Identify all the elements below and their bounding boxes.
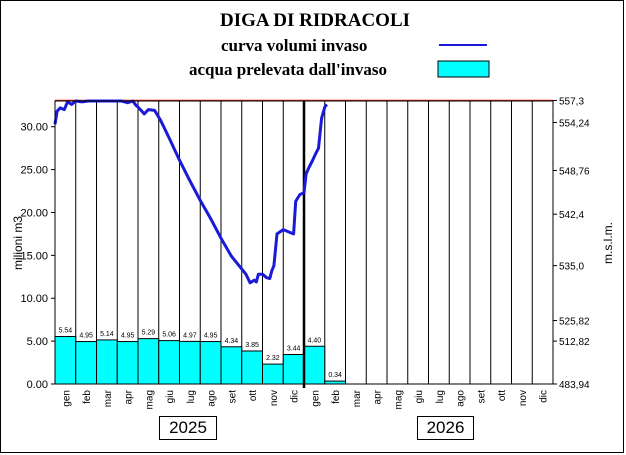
month-tick-label: lug xyxy=(186,390,197,403)
bar-value-label: 0.34 xyxy=(328,372,342,379)
y-axis-right-label: m.s.l.m. xyxy=(601,222,615,264)
month-tick-label: dic xyxy=(290,390,301,403)
bar-giu xyxy=(158,340,180,385)
bar-nov xyxy=(262,363,284,385)
right-tick-label: 525,82 xyxy=(559,317,590,328)
right-tick-label: 554,24 xyxy=(559,118,590,129)
bar-value-label: 4.34 xyxy=(225,338,239,345)
month-tick-label: giu xyxy=(414,390,425,403)
month-tick-label: mag xyxy=(393,390,404,409)
left-tick-label: 0.00 xyxy=(27,379,48,391)
left-tick-label: 10.00 xyxy=(20,293,48,305)
bar-value-label: 4.95 xyxy=(79,333,93,340)
legend-bar-label: acqua prelevata dall'invaso xyxy=(189,60,388,79)
bar-dic xyxy=(282,353,305,385)
bar-value-label: 4.95 xyxy=(204,333,218,340)
month-tick-label: ago xyxy=(456,390,467,407)
bar-gen xyxy=(54,335,77,385)
bar-feb xyxy=(75,341,97,385)
right-tick-label: 512,82 xyxy=(559,337,590,348)
bar-apr xyxy=(116,341,139,385)
month-tick-label: feb xyxy=(82,390,93,404)
plot-area-border xyxy=(54,100,554,385)
month-tick-label: gen xyxy=(61,390,72,407)
bar-set xyxy=(220,346,243,385)
month-tick-label: ago xyxy=(207,390,218,407)
month-tick-label: mar xyxy=(352,389,363,407)
legend-bar-swatch xyxy=(437,60,490,78)
month-tick-label: mar xyxy=(103,389,114,407)
y-axis-left-label: milioni m3 xyxy=(11,216,25,270)
right-tick-label: 535,0 xyxy=(559,262,584,273)
right-tick-label: 548,76 xyxy=(559,166,590,177)
right-tick-label: 557,3 xyxy=(559,96,584,107)
right-tick-label: 542,4 xyxy=(559,210,584,221)
bar-value-label: 4.95 xyxy=(121,333,135,340)
month-tick-label: apr xyxy=(124,389,135,404)
left-tick-label: 30.00 xyxy=(20,122,48,134)
month-tick-label: nov xyxy=(518,390,529,406)
left-tick-label: 5.00 xyxy=(27,336,48,348)
month-tick-label: mag xyxy=(144,390,155,409)
bar-mar xyxy=(96,339,118,385)
bar-value-label: 4.40 xyxy=(308,337,322,344)
chart-title: DIGA DI RIDRACOLI xyxy=(219,10,411,31)
bar-value-label: 5.14 xyxy=(100,331,114,338)
right-tick-label: 483,94 xyxy=(559,380,590,391)
year-label-2026: 2026 xyxy=(417,416,474,440)
month-tick-label: lug xyxy=(435,390,446,403)
volume-curve-line xyxy=(53,99,328,285)
bar-ott xyxy=(241,350,263,385)
bar-ago xyxy=(199,341,222,385)
bar-lug xyxy=(179,340,201,385)
bar-gen xyxy=(303,345,326,385)
month-tick-label: set xyxy=(227,390,238,404)
left-tick-label: 20.00 xyxy=(20,207,48,219)
bar-value-label: 5.06 xyxy=(162,332,176,339)
month-tick-label: apr xyxy=(373,389,384,404)
month-tick-label: ott xyxy=(248,390,259,401)
month-tick-label: set xyxy=(476,390,487,404)
left-tick-label: 25.00 xyxy=(20,165,48,177)
bar-value-label: 4.97 xyxy=(183,332,197,339)
year-label-2025: 2025 xyxy=(159,416,217,440)
month-tick-label: gen xyxy=(310,390,321,407)
legend-line-label: curva volumi invaso xyxy=(221,36,368,55)
bar-value-label: 2.32 xyxy=(266,355,280,362)
month-tick-label: giu xyxy=(165,390,176,403)
bar-value-label: 5.54 xyxy=(59,327,73,334)
month-tick-label: dic xyxy=(539,390,550,403)
bar-value-label: 5.29 xyxy=(142,330,156,337)
bar-value-label: 3.44 xyxy=(287,345,301,352)
month-tick-label: nov xyxy=(269,390,280,406)
bar-mag xyxy=(137,338,160,385)
month-tick-label: ott xyxy=(497,390,508,401)
left-tick-label: 15.00 xyxy=(20,250,48,262)
bar-value-label: 3.85 xyxy=(245,342,259,349)
month-tick-label: feb xyxy=(331,390,342,404)
